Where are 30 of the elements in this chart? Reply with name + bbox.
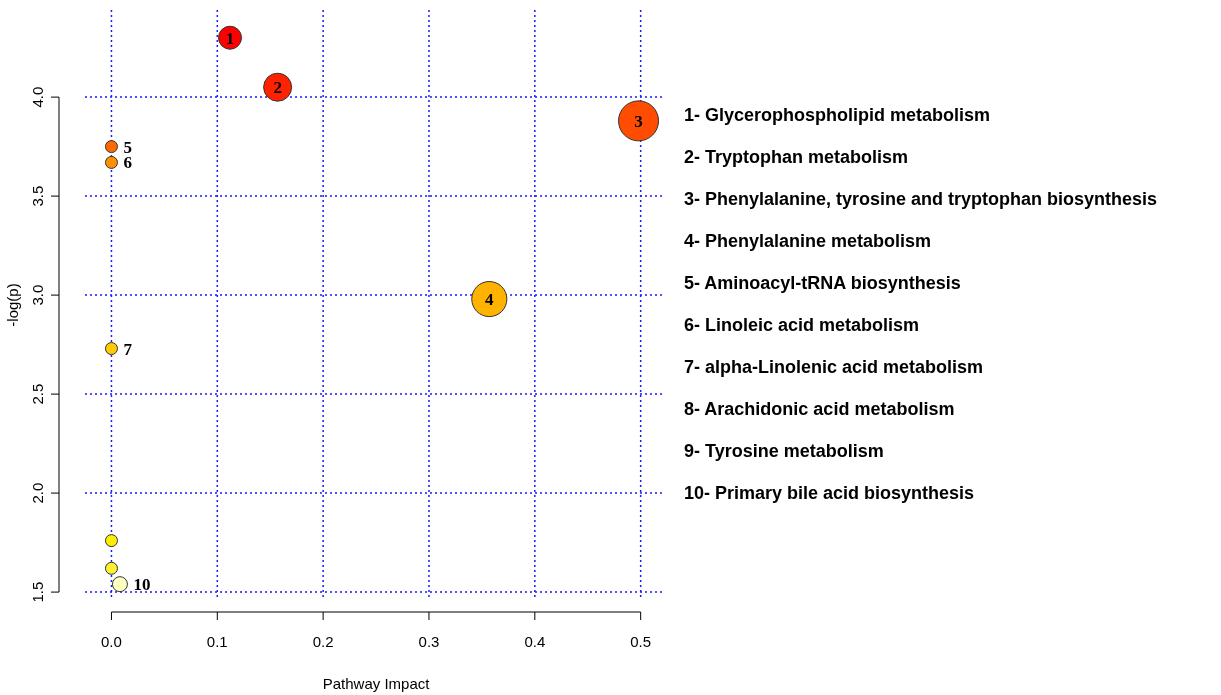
y-tick-label: 4.0 bbox=[29, 86, 46, 108]
x-tick-label: 0.5 bbox=[630, 633, 652, 650]
text: 1- Glycerophospholipid metabolism bbox=[684, 105, 991, 125]
y-tick-label: 1.5 bbox=[29, 581, 46, 603]
text: 8- Arachidonic acid metabolism bbox=[684, 399, 955, 419]
y-tick-label: 2.5 bbox=[29, 383, 46, 405]
text: 7- alpha-Linolenic acid metabolism bbox=[684, 357, 984, 377]
x-tick-label: 0.1 bbox=[206, 633, 228, 650]
text: 3- Phenylalanine, tyrosine and tryptophan biosynthesis bbox=[684, 189, 1158, 209]
annotation: 4 bbox=[485, 290, 495, 310]
x-axis-title: Pathway Impact bbox=[322, 675, 431, 692]
y-tick-label: 3.5 bbox=[29, 185, 46, 207]
text: 5- Aminoacyl-tRNA biosynthesis bbox=[684, 273, 961, 293]
text: 6- Linoleic acid metabolism bbox=[684, 315, 920, 335]
annotation: 1 bbox=[225, 28, 235, 48]
annotation: 3 bbox=[634, 111, 643, 131]
y-tick-label: 2.0 bbox=[29, 482, 46, 504]
y-axis-title: -log(p) bbox=[4, 283, 21, 327]
annotation: 7 bbox=[123, 339, 133, 359]
x-tick-label: 0.4 bbox=[524, 633, 546, 650]
annotation: 10 bbox=[133, 575, 151, 595]
text: 2- Tryptophan metabolism bbox=[684, 147, 909, 167]
x-tick-label: 0.0 bbox=[101, 633, 122, 650]
annotation: 2 bbox=[273, 78, 282, 98]
x-tick-label: 0.2 bbox=[312, 633, 334, 650]
text: 10- Primary bile acid biosynthesis bbox=[684, 483, 975, 503]
y-tick-label: 3.0 bbox=[29, 284, 46, 306]
text: 9- Tyrosine metabolism bbox=[684, 441, 884, 461]
text: 4- Phenylalanine metabolism bbox=[684, 231, 932, 251]
x-tick-label: 0.3 bbox=[418, 633, 440, 650]
